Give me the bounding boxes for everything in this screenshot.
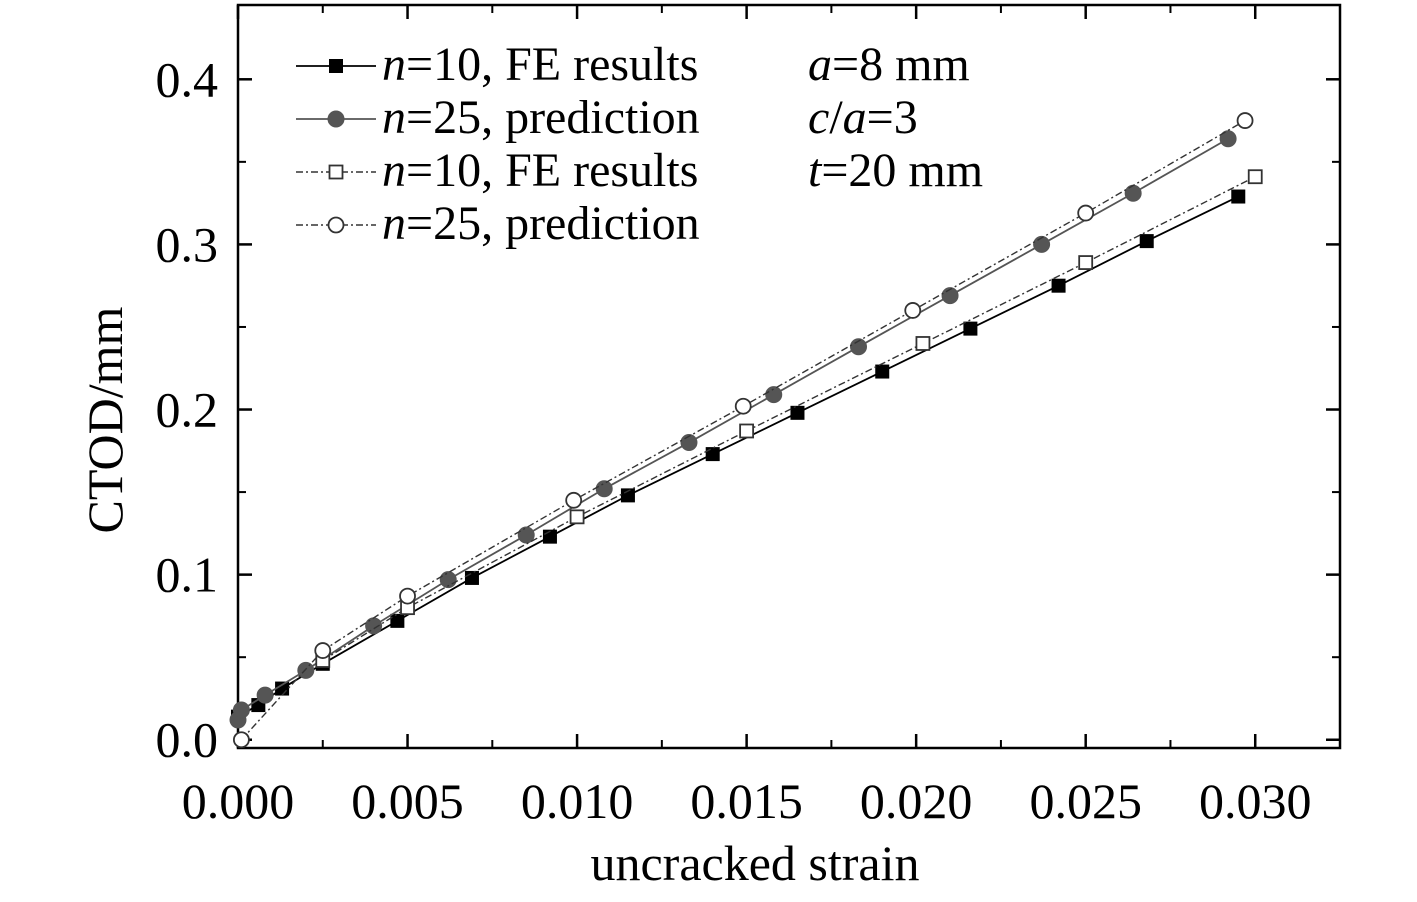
series-2-point bbox=[595, 480, 613, 498]
series-1-point bbox=[1231, 189, 1246, 204]
x-tick-label: 0.015 bbox=[690, 773, 803, 829]
plot-frame bbox=[236, 3, 1342, 750]
series-2-point bbox=[297, 661, 315, 679]
legend-entry-2-marker bbox=[327, 110, 345, 128]
series-3-point bbox=[1247, 169, 1263, 185]
legend: n=10, FE results n=25, prediction n=10, … bbox=[296, 38, 700, 250]
legend-entry-1-label: n=10, FE results bbox=[382, 38, 698, 91]
series-2 bbox=[229, 130, 1237, 729]
series-1-point bbox=[875, 364, 890, 379]
legend-entry-3-marker bbox=[328, 164, 344, 180]
series-1-line bbox=[237, 195, 1239, 718]
y-axis-title: CTOD/mm bbox=[77, 306, 133, 533]
series-2-point bbox=[517, 526, 535, 544]
annotation-aspect-ratio: c/a=3 bbox=[808, 91, 918, 144]
legend-entry-4-label: n=25, prediction bbox=[382, 197, 700, 250]
x-tick-label: 0.005 bbox=[351, 773, 464, 829]
legend-entry-1-marker bbox=[329, 59, 343, 73]
series-2-point bbox=[256, 686, 274, 704]
series-2-point bbox=[765, 386, 783, 404]
series-4-point bbox=[314, 642, 332, 659]
series-2-point bbox=[1219, 130, 1237, 148]
series-3-point bbox=[569, 509, 585, 525]
series-group bbox=[229, 112, 1263, 749]
series-1-point bbox=[963, 321, 978, 336]
series-1-point bbox=[790, 405, 805, 420]
series-4-point bbox=[734, 397, 752, 415]
series-1-point bbox=[464, 570, 479, 585]
series-3-point bbox=[1078, 255, 1094, 270]
legend-entry-2-label: n=25, prediction bbox=[382, 91, 700, 144]
series-3 bbox=[315, 169, 1263, 668]
series-4 bbox=[232, 112, 1254, 749]
axis-ticks bbox=[236, 5, 1340, 748]
series-4-point bbox=[565, 491, 583, 509]
y-tick-label: 0.3 bbox=[156, 216, 219, 272]
series-3-point bbox=[739, 423, 755, 439]
legend-entry-3-label: n=10, FE results bbox=[382, 144, 698, 197]
series-4-point bbox=[399, 587, 416, 605]
y-tick-label: 0.2 bbox=[156, 382, 219, 438]
series-1-point bbox=[390, 613, 405, 628]
x-tick-label: 0.020 bbox=[860, 773, 973, 829]
series-4-point bbox=[232, 731, 250, 749]
series-4-point bbox=[904, 302, 922, 319]
x-tick-label: 0.030 bbox=[1199, 773, 1312, 829]
legend-entry-4-marker bbox=[327, 216, 345, 234]
series-4-point bbox=[1077, 204, 1095, 222]
axis-tick-labels: 0.000 0.005 0.010 0.015 0.020 0.025 0.030 0.0 0.… bbox=[156, 51, 1312, 829]
y-tick-label: 0.1 bbox=[156, 547, 219, 603]
annotation-crack-depth: a=8 mm bbox=[808, 38, 970, 91]
series-2-point bbox=[1033, 235, 1051, 253]
x-axis-title: uncracked strain bbox=[590, 835, 919, 891]
series-1-point bbox=[1051, 278, 1066, 293]
series-1-point bbox=[1139, 234, 1154, 249]
series-2-point bbox=[232, 701, 250, 719]
x-tick-label: 0.000 bbox=[182, 773, 295, 829]
series-1 bbox=[231, 189, 1246, 724]
series-2-point bbox=[1124, 184, 1142, 202]
y-tick-label: 0.4 bbox=[156, 51, 219, 107]
y-tick-label: 0.0 bbox=[156, 712, 219, 768]
series-4-point bbox=[1236, 112, 1254, 129]
parameter-annotations: a=8 mm c/a=3 t=20 mm bbox=[808, 38, 983, 197]
series-4-line bbox=[240, 119, 1246, 741]
x-tick-label: 0.010 bbox=[521, 773, 634, 829]
annotation-thickness: t=20 mm bbox=[808, 144, 983, 197]
series-3-point bbox=[915, 336, 931, 351]
x-tick-label: 0.025 bbox=[1029, 773, 1142, 829]
series-1-point bbox=[705, 447, 720, 462]
